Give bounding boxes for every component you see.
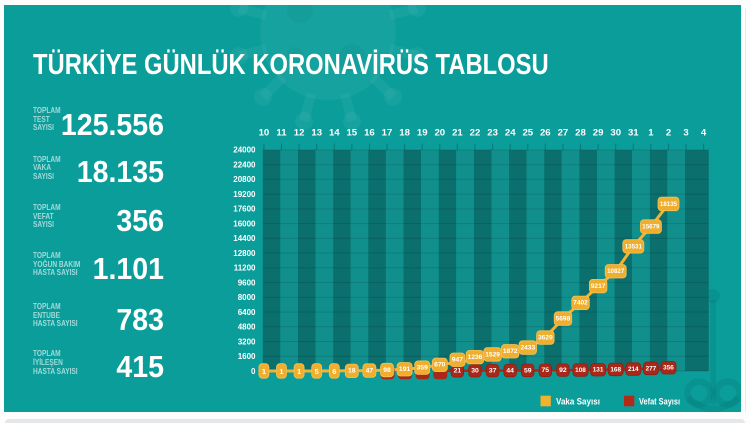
- svg-text:13531: 13531: [625, 243, 643, 250]
- svg-text:18135: 18135: [660, 201, 678, 208]
- svg-text:Vefat Sayısı: Vefat Sayısı: [639, 396, 680, 406]
- svg-text:18: 18: [348, 368, 356, 375]
- svg-text:21: 21: [452, 127, 463, 138]
- svg-text:16000: 16000: [233, 219, 256, 228]
- svg-text:8000: 8000: [238, 293, 256, 302]
- svg-text:359: 359: [417, 365, 429, 372]
- svg-text:2: 2: [666, 127, 671, 138]
- svg-text:277: 277: [646, 365, 657, 372]
- svg-text:14400: 14400: [233, 234, 256, 243]
- svg-text:30: 30: [471, 368, 479, 375]
- svg-text:4800: 4800: [238, 323, 256, 332]
- svg-text:108: 108: [575, 367, 586, 374]
- svg-text:Vaka Sayısı: Vaka Sayısı: [556, 396, 600, 406]
- svg-text:14: 14: [329, 127, 340, 138]
- svg-text:22: 22: [470, 127, 481, 138]
- svg-text:22400: 22400: [233, 160, 256, 169]
- svg-text:356: 356: [663, 365, 674, 372]
- svg-text:947: 947: [452, 357, 464, 364]
- svg-text:44: 44: [506, 368, 514, 375]
- svg-text:1236: 1236: [468, 354, 483, 361]
- svg-text:92: 92: [559, 367, 567, 374]
- svg-text:75: 75: [542, 367, 550, 374]
- svg-text:10: 10: [259, 127, 270, 138]
- svg-text:26: 26: [540, 127, 551, 138]
- svg-text:11: 11: [276, 127, 287, 138]
- svg-text:1: 1: [279, 367, 283, 376]
- svg-text:1872: 1872: [503, 348, 518, 355]
- svg-text:4: 4: [701, 127, 707, 138]
- svg-text:29: 29: [593, 127, 604, 138]
- svg-text:214: 214: [628, 366, 639, 373]
- svg-text:5698: 5698: [556, 315, 571, 322]
- svg-text:10827: 10827: [607, 268, 625, 275]
- svg-text:17600: 17600: [233, 205, 256, 214]
- svg-text:59: 59: [524, 367, 532, 374]
- svg-text:18: 18: [399, 127, 410, 138]
- svg-text:3: 3: [683, 127, 688, 138]
- svg-text:2433: 2433: [520, 345, 535, 352]
- svg-text:28: 28: [575, 127, 586, 138]
- svg-text:9600: 9600: [238, 278, 256, 287]
- svg-text:20: 20: [434, 127, 445, 138]
- svg-text:24: 24: [505, 127, 516, 138]
- svg-text:12800: 12800: [233, 249, 256, 258]
- svg-text:12: 12: [294, 127, 305, 138]
- svg-text:0: 0: [251, 367, 256, 376]
- svg-text:3200: 3200: [238, 337, 256, 346]
- svg-text:16: 16: [364, 127, 375, 138]
- svg-text:24000: 24000: [233, 146, 256, 155]
- svg-text:13: 13: [311, 127, 322, 138]
- svg-text:1: 1: [648, 127, 654, 138]
- svg-text:168: 168: [610, 366, 621, 373]
- svg-text:6400: 6400: [238, 308, 256, 317]
- svg-text:21: 21: [454, 368, 462, 375]
- svg-text:3629: 3629: [538, 335, 553, 342]
- svg-text:25: 25: [522, 127, 533, 138]
- svg-text:23: 23: [487, 127, 498, 138]
- svg-text:31: 31: [628, 127, 639, 138]
- svg-text:1600: 1600: [238, 352, 256, 361]
- svg-text:27: 27: [558, 127, 569, 138]
- svg-text:17: 17: [382, 127, 393, 138]
- svg-text:11200: 11200: [234, 264, 256, 273]
- svg-text:131: 131: [593, 367, 604, 374]
- svg-text:9217: 9217: [591, 283, 606, 290]
- svg-text:7402: 7402: [573, 300, 588, 307]
- svg-text:47: 47: [366, 368, 374, 375]
- svg-text:30: 30: [610, 127, 621, 138]
- svg-text:670: 670: [434, 362, 446, 369]
- svg-text:20800: 20800: [233, 175, 256, 184]
- svg-text:19200: 19200: [233, 190, 256, 199]
- svg-text:5: 5: [315, 367, 319, 376]
- svg-text:15679: 15679: [642, 224, 660, 231]
- svg-text:1: 1: [297, 367, 301, 376]
- svg-text:98: 98: [383, 367, 391, 374]
- svg-text:1: 1: [262, 367, 266, 376]
- svg-text:1529: 1529: [485, 351, 500, 358]
- svg-text:15: 15: [346, 127, 357, 138]
- svg-text:191: 191: [399, 366, 411, 373]
- svg-text:19: 19: [417, 127, 428, 138]
- svg-text:37: 37: [489, 368, 497, 375]
- svg-text:6: 6: [332, 367, 336, 376]
